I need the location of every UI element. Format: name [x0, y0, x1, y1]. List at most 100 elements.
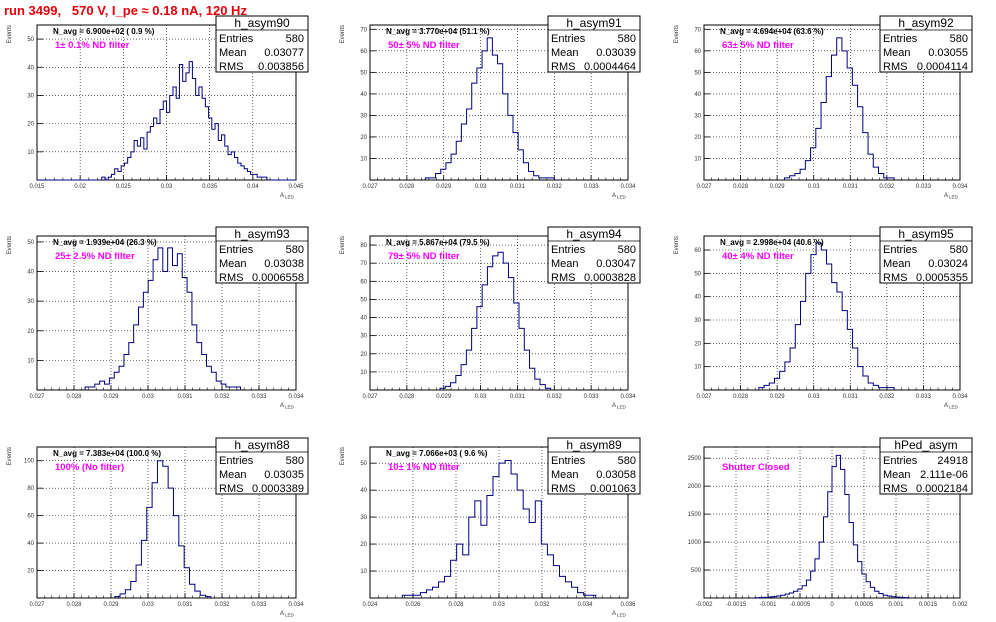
histogram-bars [401, 459, 597, 598]
y-tick-label: 40 [27, 270, 34, 276]
stats-value: 0.001063 [590, 483, 636, 495]
stats-histogram-name: h_asym94 [566, 227, 622, 241]
navg-label: N_avg = 6.900e+02 ( 0.9 %) [53, 27, 155, 36]
navg-label: N_avg = 2.998e+04 (40.6 %) [720, 238, 824, 247]
y-axis-label: Events [340, 447, 346, 465]
y-axis-label: Events [7, 236, 13, 254]
y-tick-label: 20 [360, 135, 367, 141]
y-tick-label: 30 [360, 113, 367, 119]
navg-label: N_avg = 4.694e+04 (63.6 %) [720, 27, 824, 36]
stats-value: 580 [286, 244, 304, 256]
y-tick-label: 60 [27, 514, 34, 520]
x-tick-label: 0.034 [620, 394, 636, 400]
histogram-panel: 0.027 0.028 0.029 0.03 0.031 0.032 0.033 0.034 1… [674, 226, 973, 410]
y-axis-label: Events [674, 25, 680, 43]
x-tick-label: 0.035 [202, 184, 218, 190]
y-tick-label: 20 [694, 341, 701, 347]
x-tick-label: 0.029 [436, 394, 452, 400]
y-tick-label: 100 [24, 459, 35, 465]
x-tick-label: 0.034 [952, 394, 968, 400]
stats-value: 0.0003828 [584, 272, 636, 284]
stats-value: 0.03055 [928, 47, 968, 59]
x-tick-label: 0.029 [770, 184, 786, 190]
stats-value: 0.0002184 [916, 483, 968, 495]
stats-value: 580 [618, 33, 636, 45]
x-tick-label: 0.034 [952, 184, 968, 190]
y-tick-label: 20 [360, 352, 367, 358]
x-tick-label: 0.045 [288, 184, 304, 190]
y-tick-label: 50 [360, 461, 367, 467]
histogram-bars [424, 37, 555, 180]
stats-label: Mean [219, 258, 247, 270]
y-tick-label: 50 [694, 70, 701, 76]
x-tick-label: 0.031 [843, 184, 859, 190]
stats-histogram-name: h_asym89 [566, 438, 622, 452]
filter-note: Shutter Closed [722, 462, 790, 473]
x-tick-label: 0.027 [29, 602, 45, 608]
filter-note: 40± 4% ND filter [722, 251, 794, 262]
histogram-bars [114, 460, 212, 598]
stats-label: Mean [883, 469, 911, 481]
y-axis-label: Events [7, 25, 13, 43]
x-tick-label: 0.028 [399, 394, 415, 400]
y-tick-label: 40 [694, 92, 701, 98]
stats-histogram-name: h_asym91 [566, 16, 622, 30]
x-tick-label: 0.034 [288, 602, 304, 608]
stats-label: RMS [219, 483, 243, 495]
x-axis-label: ALED [280, 193, 295, 200]
x-tick-label: 0.031 [510, 184, 526, 190]
x-tick-label: 0.033 [916, 394, 932, 400]
x-tick-label: 0.02 [74, 184, 86, 190]
x-tick-label: 0.033 [584, 184, 600, 190]
histogram-panel: 0.015 0.02 0.025 0.03 0.035 0.04 0.045 10 20 30 40… [7, 15, 309, 200]
y-axis-label: Events [674, 236, 680, 254]
stats-histogram-name: h_asym88 [234, 438, 290, 452]
histogram-panel: 0.027 0.028 0.029 0.03 0.031 0.032 0.033 0.034 1… [340, 15, 641, 200]
navg-label: N_avg = 7.066e+03 ( 9.6 %) [386, 449, 488, 458]
run-title: run 3499, 570 V, I_pe ≈ 0.18 nA, 120 Hz [4, 3, 247, 18]
y-tick-label: 50 [694, 271, 701, 277]
stats-box [879, 437, 973, 495]
stats-value: 0.0005355 [916, 272, 968, 284]
y-tick-label: 10 [360, 156, 367, 162]
filter-note: 100% (No filter) [55, 462, 124, 473]
x-tick-label: 0.027 [696, 184, 712, 190]
y-tick-label: 60 [694, 248, 701, 254]
y-tick-label: 70 [360, 27, 367, 33]
y-tick-label: 40 [694, 295, 701, 301]
stats-box [879, 226, 973, 284]
y-tick-label: 80 [27, 486, 34, 492]
y-tick-label: 20 [27, 329, 34, 335]
x-tick-label: 0.0015 [919, 602, 938, 608]
stats-value: 0.0004464 [584, 61, 636, 73]
x-tick-label: 0.028 [733, 394, 749, 400]
y-tick-label: 50 [360, 70, 367, 76]
x-tick-label: 0.028 [399, 184, 415, 190]
stats-label: Mean [883, 258, 911, 270]
stats-label: Mean [551, 47, 579, 59]
stats-box [547, 15, 641, 73]
y-tick-label: 70 [360, 261, 367, 267]
x-tick-label: -0.001 [759, 602, 777, 608]
x-tick-label: 0.027 [29, 394, 45, 400]
navg-label: N_avg = 7.383e+04 (100.0 %) [53, 449, 161, 458]
histogram-bars [439, 251, 552, 390]
stats-value: 0.0006558 [252, 272, 304, 284]
y-tick-label: 50 [27, 37, 34, 43]
x-tick-label: 0.032 [534, 602, 550, 608]
stats-value: 0.03047 [596, 258, 636, 270]
stats-box [879, 15, 973, 73]
y-tick-label: 60 [360, 49, 367, 55]
x-tick-label: 0.03 [142, 394, 154, 400]
y-tick-label: 30 [27, 299, 34, 305]
stats-box [547, 437, 641, 495]
x-tick-label: 0.0005 [855, 602, 874, 608]
x-tick-label: 0.024 [362, 602, 378, 608]
stats-label: RMS [219, 61, 243, 73]
navg-label: N_avg = 1.939e+04 (26.3 %) [53, 238, 157, 247]
y-tick-label: 10 [27, 150, 34, 156]
y-tick-label: 1000 [688, 540, 702, 546]
stats-label: RMS [551, 272, 575, 284]
filter-note: 10± 1% ND filter [388, 462, 460, 473]
y-axis-label: Events [340, 25, 346, 43]
